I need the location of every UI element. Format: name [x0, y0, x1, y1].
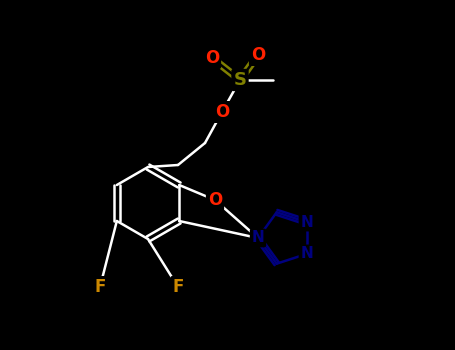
- Text: O: O: [208, 191, 222, 209]
- Text: O: O: [251, 46, 265, 64]
- Text: S: S: [233, 71, 247, 89]
- Text: O: O: [205, 49, 219, 67]
- Text: N: N: [300, 246, 313, 261]
- Text: F: F: [172, 278, 184, 296]
- Text: N: N: [252, 231, 264, 245]
- Text: O: O: [215, 103, 229, 121]
- Text: F: F: [94, 278, 106, 296]
- Text: N: N: [300, 215, 313, 230]
